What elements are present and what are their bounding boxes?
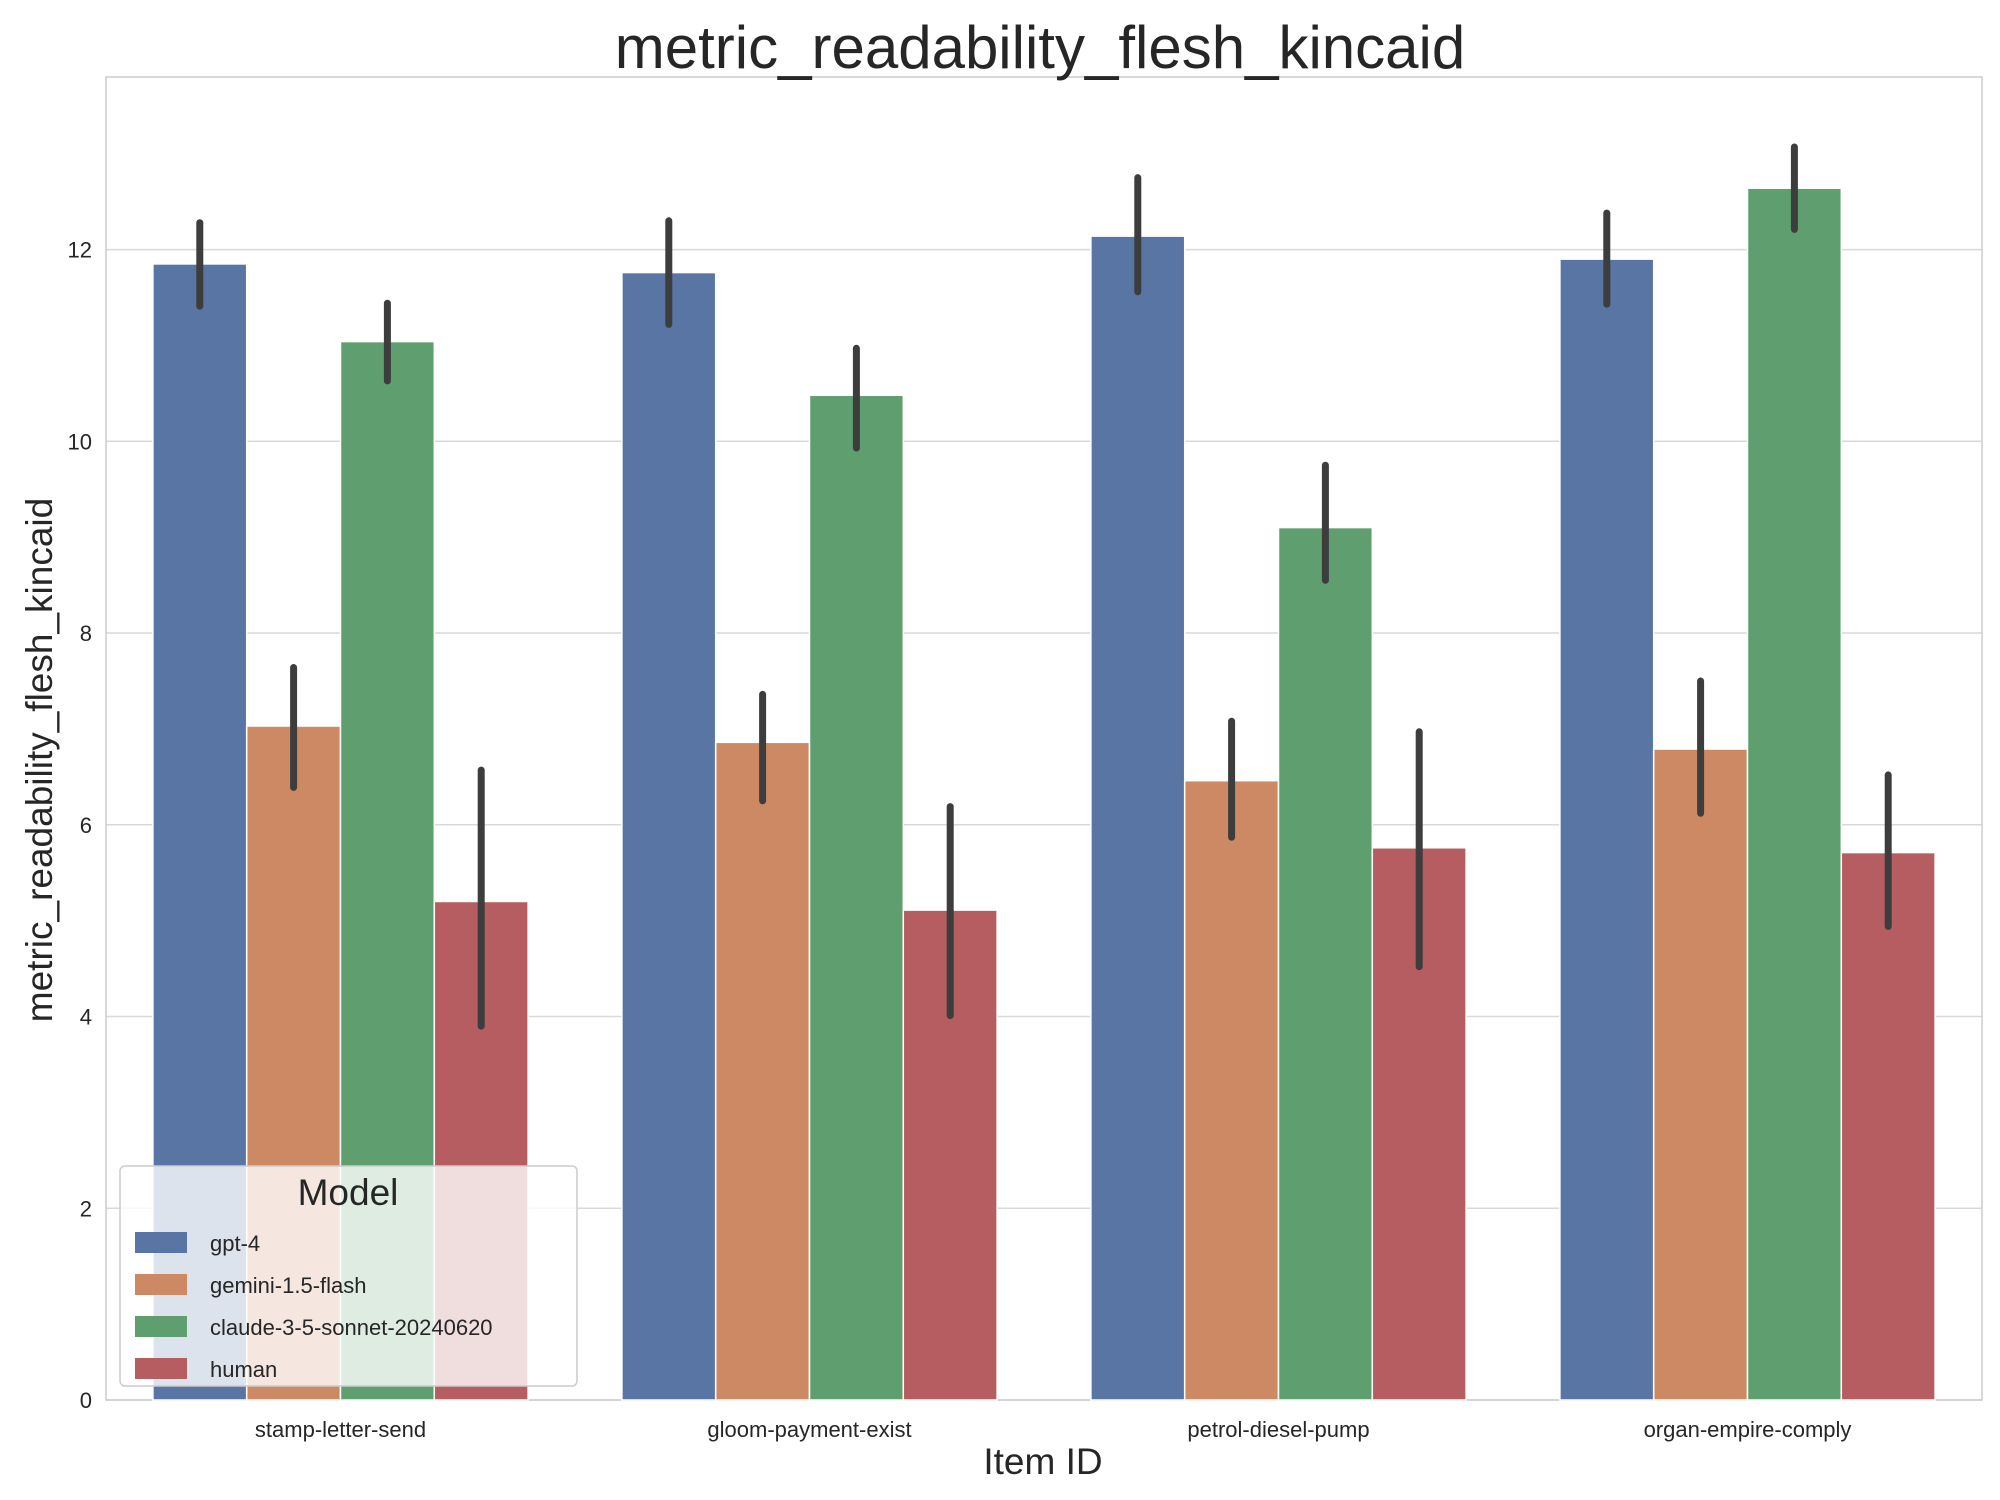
legend-title: Model <box>298 1172 399 1213</box>
x-tick-label: gloom-payment-exist <box>707 1417 911 1442</box>
legend-swatch <box>135 1358 187 1379</box>
bar <box>808 394 905 1401</box>
x-tick-label: organ-empire-comply <box>1644 1417 1852 1442</box>
bar <box>621 271 717 1401</box>
x-tick-label: stamp-letter-send <box>255 1417 426 1442</box>
bar <box>714 741 811 1401</box>
bar <box>1559 258 1655 1401</box>
error-bars-layer <box>196 143 1892 1030</box>
bar <box>1840 851 1936 1401</box>
x-tick-labels: stamp-letter-send gloom-payment-exist petr… <box>255 1417 1852 1442</box>
y-tick-label: 10 <box>68 429 92 454</box>
bar <box>1652 748 1749 1401</box>
legend: Model gpt-4 gemini-1.5-flash claude-3-5-so… <box>119 1165 578 1387</box>
y-tick-labels: 0 2 4 6 8 10 12 <box>68 238 92 1413</box>
legend-swatch <box>135 1316 187 1337</box>
legend-swatch <box>135 1274 187 1295</box>
y-tick-label: 8 <box>80 621 92 646</box>
y-tick-label: 0 <box>80 1388 92 1413</box>
chart-title: metric_readability_flesh_kincaid <box>615 14 1465 81</box>
bar <box>1277 526 1374 1401</box>
bar <box>1746 187 1843 1401</box>
x-tick-label: petrol-diesel-pump <box>1187 1417 1369 1442</box>
legend-label: gpt-4 <box>210 1231 260 1256</box>
legend-items: gpt-4 gemini-1.5-flash claude-3-5-sonnet-2… <box>135 1231 493 1382</box>
legend-swatch <box>135 1232 187 1253</box>
y-tick-label: 4 <box>80 1005 92 1030</box>
plot-frame <box>105 76 1983 1401</box>
legend-label: human <box>210 1357 277 1382</box>
bar <box>1090 235 1186 1401</box>
legend-label: claude-3-5-sonnet-20240620 <box>210 1315 493 1340</box>
y-tick-label: 2 <box>80 1196 92 1221</box>
y-tick-label: 6 <box>80 813 92 838</box>
bar <box>1183 779 1280 1401</box>
legend-label: gemini-1.5-flash <box>210 1273 367 1298</box>
y-axis-label: metric_readability_flesh_kincaid <box>19 498 60 1022</box>
legend-box <box>119 1165 578 1387</box>
y-tick-label: 12 <box>68 238 92 263</box>
x-axis-label: Item ID <box>983 1441 1102 1482</box>
